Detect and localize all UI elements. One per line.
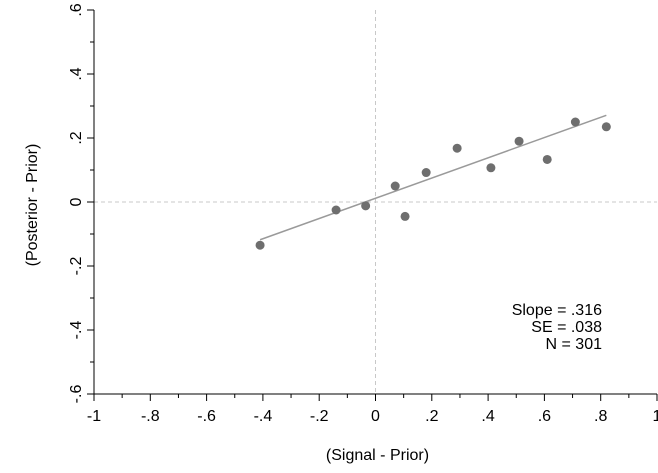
annotation-slope: Slope = .316 <box>512 302 602 319</box>
reference-lines <box>94 10 657 394</box>
x-tick-label: .8 <box>594 408 607 425</box>
y-tick-label: .4 <box>68 67 85 80</box>
y-tick-label: .2 <box>68 131 85 144</box>
annotation-se: SE = .038 <box>531 319 602 336</box>
data-point <box>255 240 265 250</box>
x-tick-label: 0 <box>371 408 380 425</box>
regression-annotation: Slope = .316 SE = .038 N = 301 <box>512 302 602 353</box>
x-axis-ticks: -1 -.8 -.6 -.4 -.2 0 .2 .4 .6 .8 1 <box>87 394 658 425</box>
x-axis-title: (Signal - Prior) <box>326 447 429 464</box>
x-tick-label: -1 <box>87 408 101 425</box>
fit-line-group <box>259 114 607 241</box>
x-tick-label: -.2 <box>310 408 329 425</box>
annotation-n: N = 301 <box>546 336 603 353</box>
x-tick-label: -.4 <box>254 408 273 425</box>
x-tick-label: 1 <box>653 408 658 425</box>
data-point <box>570 117 580 127</box>
data-point <box>400 211 410 221</box>
x-tick-label: .6 <box>538 408 551 425</box>
y-tick-label: -.6 <box>68 385 85 404</box>
y-tick-label: -.2 <box>68 257 85 276</box>
y-tick-label: -.4 <box>68 321 85 340</box>
data-point <box>331 205 341 215</box>
data-point <box>542 154 552 164</box>
data-points <box>255 117 611 250</box>
data-point <box>514 136 524 146</box>
y-tick-label: 0 <box>68 197 85 206</box>
data-point <box>601 122 611 132</box>
x-tick-label: -.6 <box>197 408 216 425</box>
y-axis-title: (Posterior - Prior) <box>24 144 41 267</box>
data-point <box>486 163 496 173</box>
fit-line <box>259 114 607 241</box>
x-tick-label: .2 <box>425 408 438 425</box>
x-tick-label: .4 <box>481 408 494 425</box>
data-point <box>361 201 371 211</box>
y-tick-label: .6 <box>68 3 85 16</box>
data-point <box>452 143 462 153</box>
x-tick-label: -.8 <box>141 408 160 425</box>
data-point <box>421 168 431 178</box>
y-axis-ticks: -.6 -.4 -.2 0 .2 .4 .6 <box>68 3 94 403</box>
data-point <box>390 181 400 191</box>
